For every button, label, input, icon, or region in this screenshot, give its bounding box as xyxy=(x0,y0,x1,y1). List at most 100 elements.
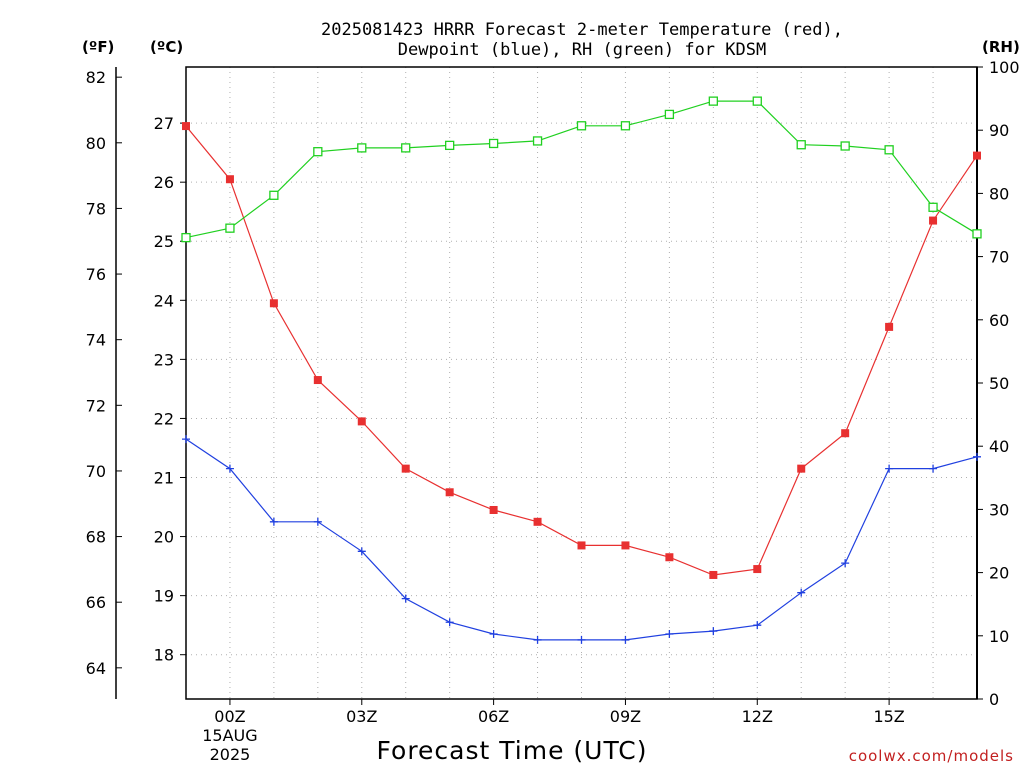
dewpoint-marker xyxy=(313,517,322,526)
temperature-marker xyxy=(753,565,762,574)
celsius-tick-label: 23 xyxy=(154,350,174,369)
dewpoint-marker xyxy=(841,559,850,568)
dewpoint-line xyxy=(185,438,978,641)
x-axis-label: Forecast Time (UTC) xyxy=(377,736,648,765)
rh-tick-label: 50 xyxy=(989,374,1009,393)
dewpoint-marker xyxy=(225,464,234,473)
axes xyxy=(115,66,983,705)
x-tick-date-label: 15AUG xyxy=(202,726,257,745)
dewpoint-marker xyxy=(269,517,278,526)
rh-marker xyxy=(708,96,718,106)
tick-labels: 18 19 20 21 22 23 24 25 26 27 64 66 68 70 72 74 76 78 80 82… xyxy=(86,58,1020,764)
fahrenheit-unit-label: (ºF) xyxy=(82,38,114,56)
rh-marker xyxy=(225,223,235,233)
celsius-tick-label: 18 xyxy=(154,646,174,665)
celsius-tick-label: 26 xyxy=(154,173,174,192)
temperature-marker xyxy=(225,175,234,184)
rh-marker xyxy=(972,229,982,239)
temperature-marker xyxy=(885,322,894,331)
dewpoint-marker xyxy=(621,635,630,644)
rh-tick-label: 80 xyxy=(989,184,1009,203)
celsius-unit-label: (ºC) xyxy=(150,38,183,56)
rh-tick-label: 0 xyxy=(989,690,999,709)
fahrenheit-tick-label: 76 xyxy=(86,265,106,284)
temperature-marker xyxy=(709,570,718,579)
celsius-tick-label: 20 xyxy=(154,528,174,547)
temperature-marker xyxy=(401,464,410,473)
x-tick-label: 12Z xyxy=(742,707,773,726)
rh-marker xyxy=(269,190,279,200)
rh-tick-label: 20 xyxy=(989,564,1009,583)
dewpoint-marker xyxy=(445,618,454,627)
x-tick-year-label: 2025 xyxy=(210,745,251,764)
temperature-marker xyxy=(577,541,586,550)
rh-marker xyxy=(445,140,455,151)
temperature-marker xyxy=(929,216,938,225)
dewpoint-marker xyxy=(709,627,718,636)
fahrenheit-tick-label: 72 xyxy=(86,396,106,415)
celsius-tick-label: 21 xyxy=(154,469,174,488)
celsius-tick-label: 25 xyxy=(154,232,174,251)
dewpoint-marker xyxy=(929,464,938,473)
rh-tick-label: 70 xyxy=(989,248,1009,267)
rh-marker xyxy=(752,96,762,106)
x-tick-label: 06Z xyxy=(478,707,509,726)
fahrenheit-tick-label: 70 xyxy=(86,462,106,481)
fahrenheit-tick-label: 74 xyxy=(86,331,106,350)
dewpoint-marker xyxy=(665,630,674,639)
celsius-tick-label: 22 xyxy=(154,409,174,428)
temperature-marker xyxy=(973,151,981,160)
fahrenheit-tick-label: 78 xyxy=(86,199,106,218)
chart-subtitle: Dewpoint (blue), RH (green) for KDSM xyxy=(398,40,766,60)
rh-marker xyxy=(313,147,323,157)
fahrenheit-tick-label: 68 xyxy=(86,528,106,547)
fahrenheit-tick-label: 66 xyxy=(86,593,106,612)
rh-marker xyxy=(488,138,499,149)
fahrenheit-tick-label: 80 xyxy=(86,134,106,153)
rh-unit-label: (RH) xyxy=(982,38,1020,56)
temperature-marker xyxy=(489,505,498,514)
rh-marker xyxy=(401,143,411,153)
celsius-tick-label: 19 xyxy=(154,587,174,606)
dewpoint-marker xyxy=(973,452,981,461)
dewpoint-marker xyxy=(753,621,762,630)
celsius-tick-label: 24 xyxy=(154,291,174,310)
x-tick-label: 00Z xyxy=(214,707,245,726)
rh-marker xyxy=(357,143,367,153)
temperature-marker xyxy=(797,464,806,473)
rh-marker xyxy=(884,145,894,155)
temperature-marker xyxy=(269,299,278,308)
rh-tick-label: 100 xyxy=(989,58,1020,77)
dewpoint-marker xyxy=(885,464,894,473)
dewpoint-marker xyxy=(357,547,366,556)
temperature-marker xyxy=(665,553,674,562)
temperature-marker xyxy=(841,429,850,438)
x-tick-label: 15Z xyxy=(873,707,904,726)
rh-marker xyxy=(620,121,631,131)
rh-tick-label: 60 xyxy=(989,311,1009,330)
temperature-marker xyxy=(445,488,454,497)
rh-tick-label: 30 xyxy=(989,500,1009,519)
fahrenheit-tick-label: 64 xyxy=(86,659,106,678)
rh-marker xyxy=(796,140,806,150)
rh-marker xyxy=(181,232,191,243)
temperature-marker xyxy=(182,122,190,131)
dewpoint-marker xyxy=(182,435,190,444)
temperature-marker xyxy=(533,517,542,526)
rh-tick-label: 10 xyxy=(989,627,1009,646)
dewpoint-marker xyxy=(489,630,498,639)
temperature-marker xyxy=(357,417,366,426)
dewpoint-marker xyxy=(797,588,806,597)
rh-marker xyxy=(664,109,675,120)
credit-text: coolwx.com/models xyxy=(849,747,1014,765)
rh-tick-label: 40 xyxy=(989,437,1009,456)
celsius-tick-label: 27 xyxy=(154,114,174,133)
grid-lines xyxy=(186,67,977,699)
chart-title: 2025081423 HRRR Forecast 2-meter Tempera… xyxy=(321,20,843,40)
temperature-marker xyxy=(313,376,322,385)
rh-marker xyxy=(576,121,587,131)
dewpoint-marker xyxy=(401,594,410,603)
dewpoint-marker xyxy=(577,635,586,644)
series-lines xyxy=(181,96,982,644)
